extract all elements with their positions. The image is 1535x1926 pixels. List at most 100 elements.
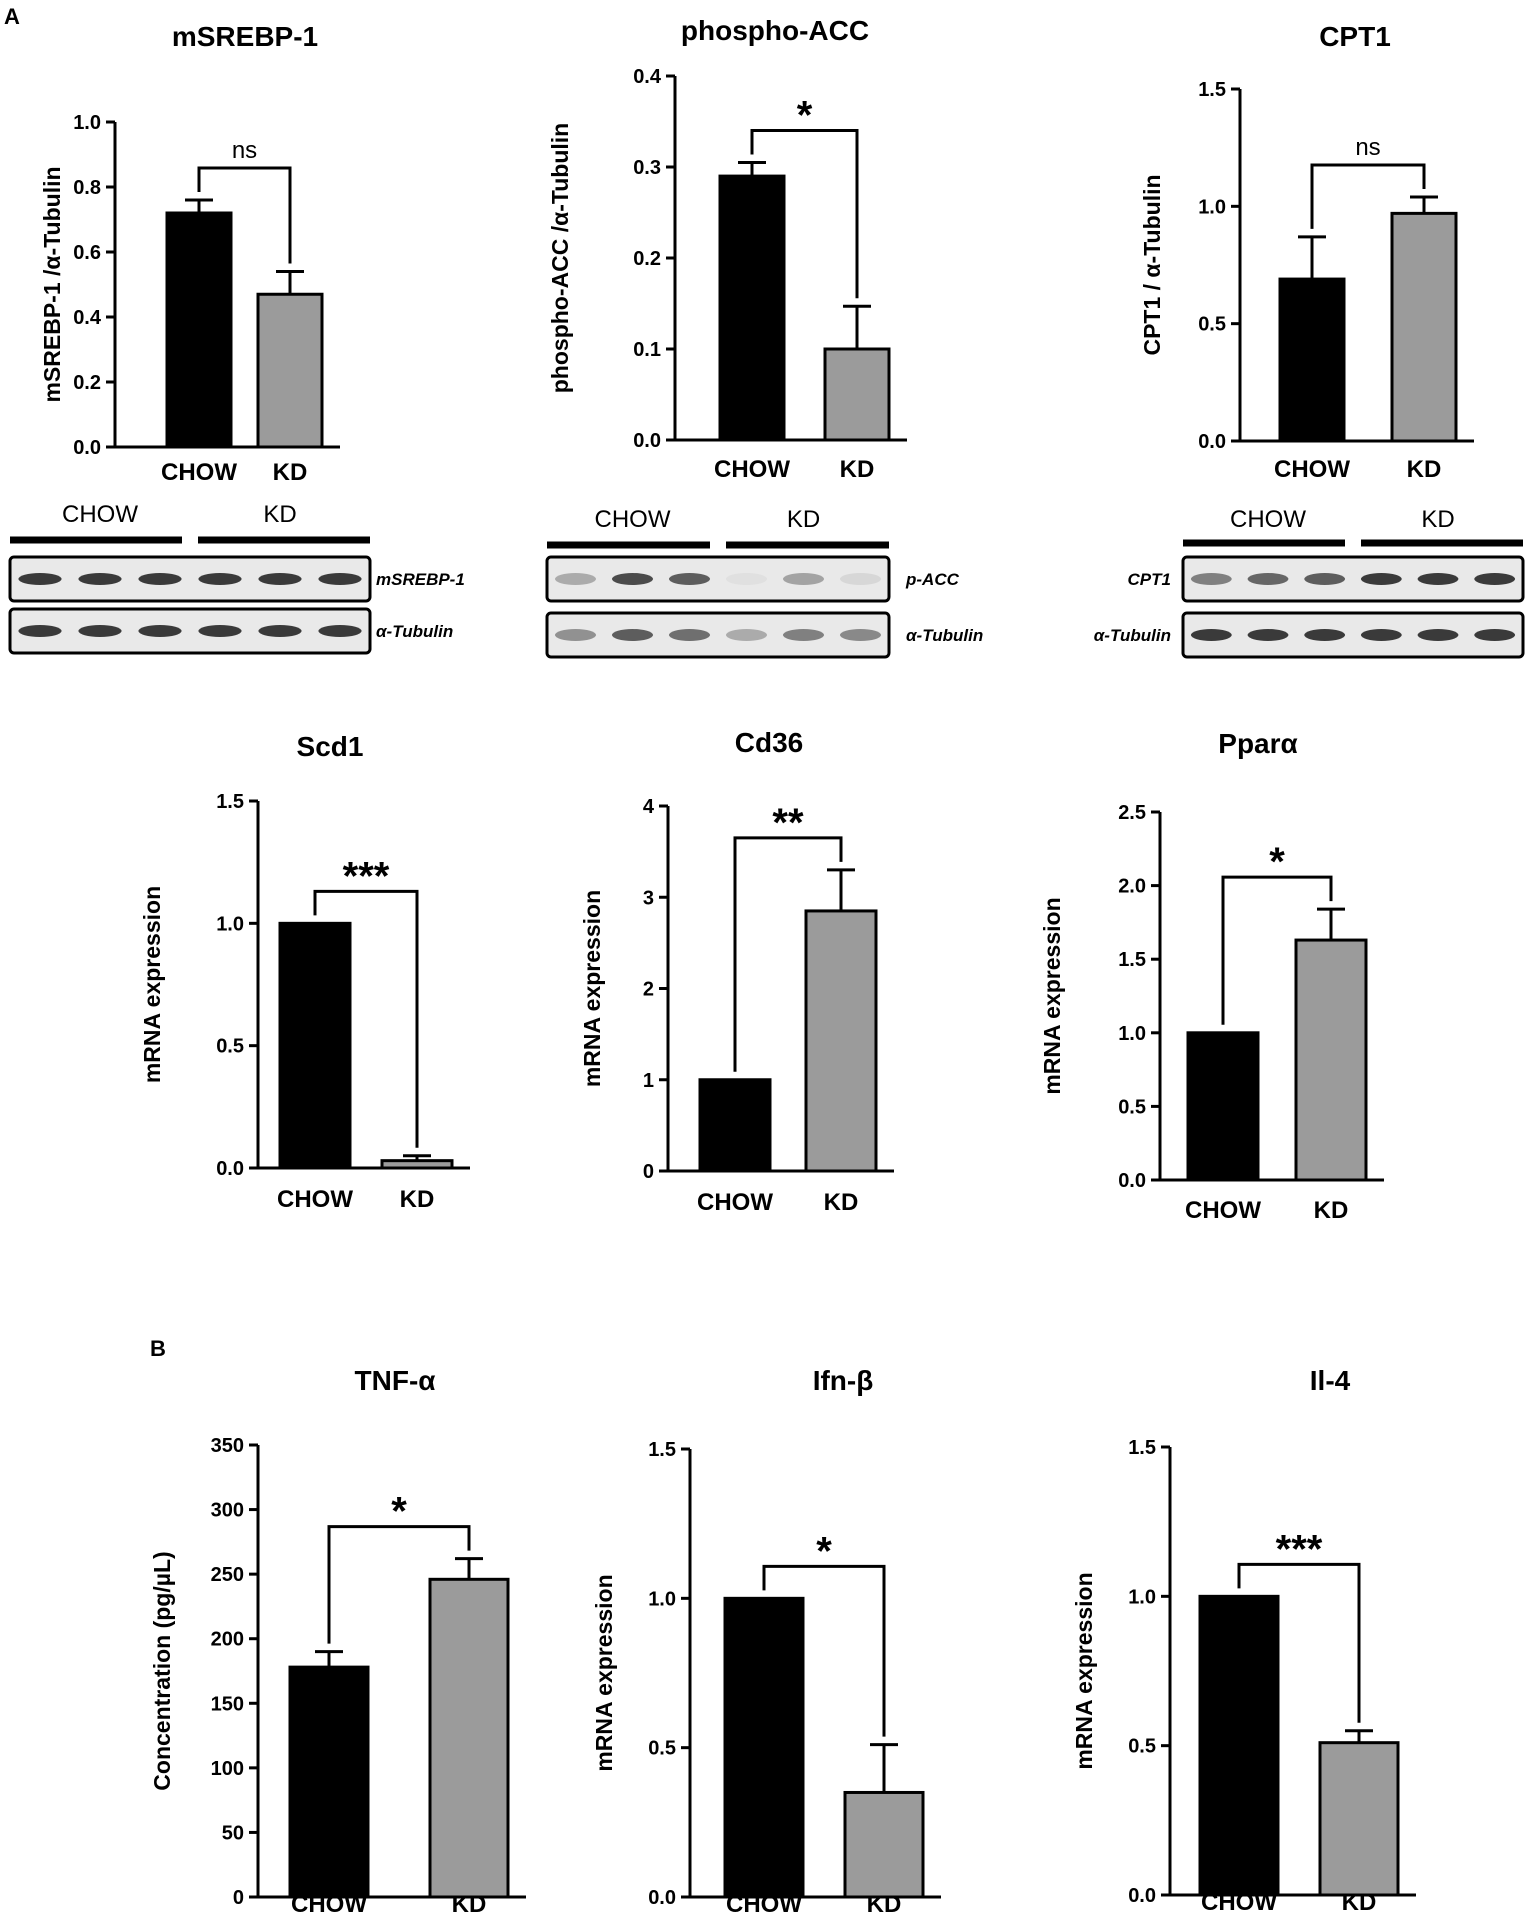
y-axis-label: phospho-ACC /α-Tubulin: [547, 123, 573, 393]
significance-label: ***: [343, 854, 390, 898]
y-tick-label: 150: [211, 1693, 244, 1715]
y-tick-label: 0.0: [1118, 1170, 1146, 1192]
category-label: KD: [273, 459, 308, 486]
blot-strip: [545, 611, 891, 659]
western-blot-3: CHOW KD CPT1 α-Tubulin: [1094, 506, 1525, 659]
blot-strip: [8, 555, 372, 603]
category-label: KD: [1407, 456, 1442, 483]
y-tick-label: 0.0: [1198, 431, 1226, 453]
y-tick-label: 1.0: [73, 112, 101, 134]
western-blot-2: CHOW KD p-ACC α-Tubulin: [545, 506, 983, 659]
y-tick-label: 0.4: [633, 66, 662, 88]
significance-bracket: [750, 128, 859, 299]
bar-kd: [1294, 938, 1368, 1182]
y-tick-label: 0.1: [633, 339, 661, 361]
category-label: KD: [400, 1186, 435, 1213]
y-tick-label: 100: [211, 1758, 244, 1780]
significance-label: *: [391, 1490, 407, 1534]
y-tick-label: 0.4: [73, 307, 102, 329]
y-tick-label: 0.0: [648, 1887, 676, 1909]
group-label: CHOW: [595, 506, 671, 533]
y-tick-label: 250: [211, 1564, 244, 1586]
category-label: CHOW: [726, 1891, 802, 1918]
bar-chow: [278, 921, 352, 1170]
y-tick-label: 0.8: [73, 177, 101, 199]
y-tick-label: 200: [211, 1629, 244, 1651]
blot-row-label: α-Tubulin: [906, 626, 983, 645]
category-label: CHOW: [714, 456, 790, 483]
category-label: CHOW: [277, 1186, 353, 1213]
y-tick-label: 1.0: [648, 1588, 676, 1610]
category-label: CHOW: [161, 459, 237, 486]
blot-band: [1474, 573, 1516, 585]
blot-band: [725, 573, 768, 585]
bar-chow: [723, 1596, 805, 1899]
bar-kd: [1390, 211, 1458, 443]
y-axis-label: mRNA expression: [1039, 897, 1065, 1094]
blots-layer: CHOW KD mSREBP-1 α-Tubulin CHOW KD p-ACC α-Tubu…: [8, 501, 1525, 659]
group-label: KD: [263, 501, 296, 528]
bar-kd: [256, 292, 324, 449]
chart-title: phospho-ACC: [681, 15, 869, 46]
significance-bracket: [313, 889, 419, 1148]
chart-3: CPT1 0.0 0.5 1.0 1.5 CPT1 / α-Tubulin CHOW KD ns: [1139, 21, 1474, 483]
blot-band: [1190, 573, 1232, 585]
y-tick-label: 1: [643, 1070, 654, 1092]
y-axis-label: mRNA expression: [1071, 1572, 1097, 1769]
blot-strip: [8, 607, 372, 655]
blot-band: [554, 573, 597, 585]
category-label: CHOW: [1201, 1889, 1277, 1916]
blot-band: [198, 573, 242, 585]
blot-band: [1360, 629, 1402, 641]
y-tick-label: 50: [222, 1822, 244, 1844]
chart-7: TNF-α 0 50 100 150 200 250 300 350 Concentration …: [149, 1365, 526, 1918]
y-tick-label: 1.0: [216, 913, 244, 935]
blot-band: [668, 629, 711, 641]
y-tick-label: 0.5: [1128, 1736, 1156, 1758]
blot-band: [782, 629, 825, 641]
blot-band: [258, 625, 302, 637]
panel-label-b: B: [150, 1336, 166, 1361]
blot-band: [611, 573, 654, 585]
bar-chow: [718, 174, 786, 442]
y-tick-label: 1.0: [1198, 196, 1226, 218]
category-label: CHOW: [697, 1189, 773, 1216]
bar-kd: [823, 347, 891, 442]
significance-bracket: [733, 836, 843, 1072]
blot-row-label: p-ACC: [905, 570, 960, 589]
y-tick-label: 1.5: [216, 791, 244, 813]
blot-band: [138, 625, 182, 637]
significance-label: *: [816, 1529, 832, 1573]
blot-band: [318, 625, 362, 637]
group-label: KD: [787, 506, 820, 533]
chart-2: phospho-ACC 0.0 0.1 0.2 0.3 0.4 phospho-ACC /α…: [547, 15, 907, 483]
y-axis-label: CPT1 / α-Tubulin: [1139, 174, 1165, 355]
y-tick-label: 1.0: [1118, 1023, 1146, 1045]
chart-8: Ifn-β 0.0 0.5 1.0 1.5 mRNA expression CHOW KD *: [591, 1365, 941, 1918]
blot-band: [1417, 629, 1459, 641]
y-tick-label: 0.0: [73, 437, 101, 459]
blot-band: [138, 573, 182, 585]
bar-kd: [1318, 1741, 1400, 1897]
y-tick-label: 0: [233, 1887, 244, 1909]
chart-5: Cd36 0 1 2 3 4 mRNA expression CHOW KD **: [579, 727, 894, 1216]
y-tick-label: 0: [643, 1161, 654, 1183]
blot-band: [1417, 573, 1459, 585]
bar-kd: [428, 1577, 510, 1899]
bar-chow: [1198, 1594, 1280, 1897]
chart-1: mSREBP-1 0.0 0.2 0.4 0.6 0.8 1.0 mSREBP-1 /α-Tu…: [39, 21, 340, 486]
y-tick-label: 300: [211, 1500, 244, 1522]
chart-title: CPT1: [1319, 21, 1391, 52]
y-tick-label: 0.0: [216, 1158, 244, 1180]
y-tick-label: 350: [211, 1435, 244, 1457]
y-tick-label: 2: [643, 979, 654, 1001]
y-tick-label: 1.5: [1118, 949, 1146, 971]
category-label: KD: [867, 1891, 902, 1918]
blot-band: [78, 625, 122, 637]
significance-label: *: [1269, 840, 1285, 884]
y-tick-label: 2.0: [1118, 876, 1146, 898]
significance-label: **: [772, 801, 804, 845]
y-tick-label: 1.5: [1198, 79, 1226, 101]
blot-band: [18, 625, 62, 637]
category-label: CHOW: [1274, 456, 1350, 483]
